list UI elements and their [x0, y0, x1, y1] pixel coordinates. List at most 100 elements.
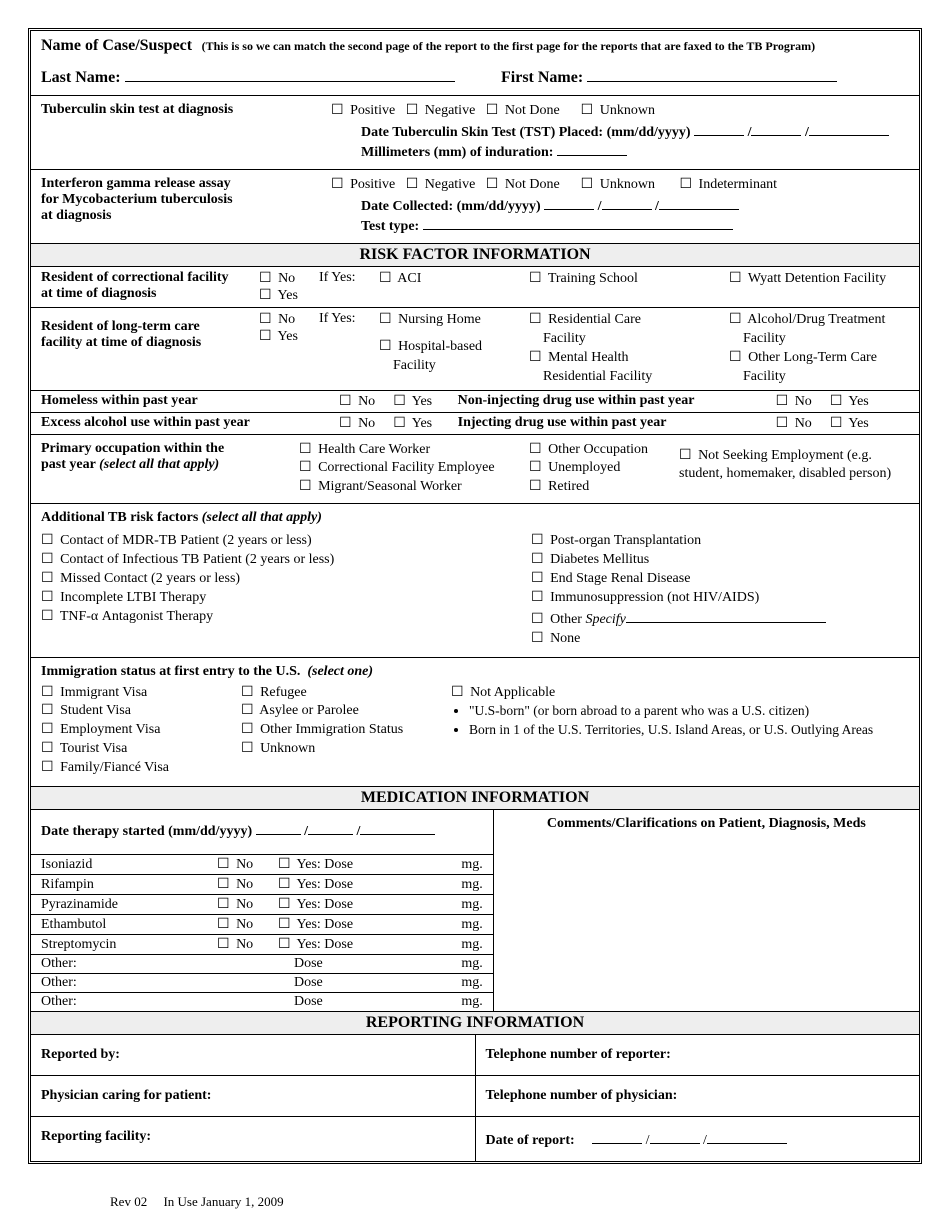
inject-yes[interactable]: ☐	[830, 415, 843, 432]
tst-positive[interactable]: ☐	[331, 102, 344, 119]
report-date-d[interactable]	[650, 1129, 700, 1144]
imm-family[interactable]: ☐	[41, 759, 54, 778]
last-name-label: Last Name:	[41, 69, 121, 86]
occ-unemployed[interactable]: ☐	[529, 459, 542, 478]
alcohol-row: Excess alcohol use within past year ☐ No…	[31, 413, 919, 435]
rif-yes[interactable]: ☐	[278, 876, 291, 893]
rf-immuno[interactable]: ☐	[531, 589, 544, 608]
corr-wyatt[interactable]: ☐	[729, 270, 742, 287]
str-yes[interactable]: ☐	[278, 936, 291, 953]
imm-na[interactable]: ☐	[451, 684, 464, 703]
imm-student[interactable]: ☐	[41, 702, 54, 721]
igra-positive[interactable]: ☐	[331, 176, 344, 193]
med-header: MEDICATION INFORMATION	[31, 786, 919, 810]
alcohol-no[interactable]: ☐	[339, 415, 352, 432]
rf-other[interactable]: ☐	[531, 611, 544, 630]
tst-negative[interactable]: ☐	[406, 102, 419, 119]
iso-yes[interactable]: ☐	[278, 856, 291, 873]
rf-none[interactable]: ☐	[531, 630, 544, 649]
first-name-input[interactable]	[587, 65, 837, 82]
last-name-input[interactable]	[125, 65, 455, 82]
tst-date-m[interactable]	[694, 121, 744, 136]
med-date-m[interactable]	[256, 820, 301, 835]
str-no[interactable]: ☐	[217, 936, 230, 953]
eth-no[interactable]: ☐	[217, 916, 230, 933]
occupation-section: Primary occupation within the past year …	[31, 435, 919, 505]
corr-yes[interactable]: ☐	[259, 287, 272, 304]
rf-diabetes[interactable]: ☐	[531, 551, 544, 570]
tst-mm-input[interactable]	[557, 141, 627, 156]
occ-notseeking[interactable]: ☐	[679, 447, 692, 466]
corr-no[interactable]: ☐	[259, 270, 272, 287]
rep-row-1: Reported by: Telephone number of reporte…	[31, 1035, 919, 1076]
imm-employment[interactable]: ☐	[41, 721, 54, 740]
alcohol-yes[interactable]: ☐	[393, 415, 406, 432]
rf-tnf[interactable]: ☐	[41, 608, 54, 627]
case-title: Name of Case/Suspect	[41, 37, 192, 54]
rf-transplant[interactable]: ☐	[531, 532, 544, 551]
occ-corr[interactable]: ☐	[299, 459, 312, 478]
rf-mdr[interactable]: ☐	[41, 532, 54, 551]
igra-section: Interferon gamma release assay for Mycob…	[31, 170, 919, 243]
igra-unknown[interactable]: ☐	[581, 176, 594, 193]
rf-renal[interactable]: ☐	[531, 570, 544, 589]
footer: Rev 02 In Use January 1, 2009	[110, 1194, 284, 1210]
report-date-y[interactable]	[707, 1129, 787, 1144]
imm-other[interactable]: ☐	[241, 721, 254, 740]
form-container: Name of Case/Suspect (This is so we can …	[28, 28, 922, 1164]
noninject-no[interactable]: ☐	[776, 393, 789, 410]
igra-negative[interactable]: ☐	[406, 176, 419, 193]
homeless-no[interactable]: ☐	[339, 393, 352, 410]
header-section: Name of Case/Suspect (This is so we can …	[31, 31, 919, 96]
med-date-d[interactable]	[308, 820, 353, 835]
rf-other-input[interactable]	[626, 608, 826, 623]
corr-training[interactable]: ☐	[529, 270, 542, 287]
imm-immigrant[interactable]: ☐	[41, 684, 54, 703]
pyr-yes[interactable]: ☐	[278, 896, 291, 913]
ltc-yes[interactable]: ☐	[259, 328, 272, 345]
tst-date-d[interactable]	[751, 121, 801, 136]
igra-indeterminant[interactable]: ☐	[679, 176, 692, 193]
occ-migrant[interactable]: ☐	[299, 478, 312, 497]
occ-other[interactable]: ☐	[529, 441, 542, 460]
imm-tourist[interactable]: ☐	[41, 740, 54, 759]
inject-no[interactable]: ☐	[776, 415, 789, 432]
corr-aci[interactable]: ☐	[379, 270, 392, 287]
rf-infectious[interactable]: ☐	[41, 551, 54, 570]
imm-asylee[interactable]: ☐	[241, 702, 254, 721]
tst-notdone[interactable]: ☐	[486, 102, 499, 119]
occ-retired[interactable]: ☐	[529, 478, 542, 497]
med-table: Isoniazid☐ No☐ Yes: Dosemg. Rifampin☐ No…	[31, 854, 493, 1011]
tst-date-y[interactable]	[809, 121, 889, 136]
imm-refugee[interactable]: ☐	[241, 684, 254, 703]
ltc-other[interactable]: ☐	[729, 349, 742, 368]
igra-type-input[interactable]	[423, 215, 733, 230]
report-date-m[interactable]	[592, 1129, 642, 1144]
rf-missed[interactable]: ☐	[41, 570, 54, 589]
noninject-yes[interactable]: ☐	[830, 393, 843, 410]
igra-date-m[interactable]	[544, 195, 594, 210]
additional-risk-section: Additional TB risk factors (select all t…	[31, 504, 919, 657]
rf-ltbi[interactable]: ☐	[41, 589, 54, 608]
med-date-y[interactable]	[360, 820, 435, 835]
ltc-no[interactable]: ☐	[259, 311, 272, 328]
igra-date-y[interactable]	[659, 195, 739, 210]
igra-notdone[interactable]: ☐	[486, 176, 499, 193]
risk-header: RISK FACTOR INFORMATION	[31, 243, 919, 267]
rif-no[interactable]: ☐	[217, 876, 230, 893]
ltc-nursing[interactable]: ☐	[379, 311, 392, 330]
ltc-hospital[interactable]: ☐	[379, 338, 392, 357]
ltc-mental[interactable]: ☐	[529, 349, 542, 368]
tst-unknown[interactable]: ☐	[581, 102, 594, 119]
imm-unknown[interactable]: ☐	[241, 740, 254, 759]
homeless-row: Homeless within past year ☐ No ☐ Yes Non…	[31, 391, 919, 413]
ltc-alcohol[interactable]: ☐	[729, 311, 742, 330]
reporting-header: REPORTING INFORMATION	[31, 1011, 919, 1035]
occ-hcw[interactable]: ☐	[299, 441, 312, 460]
iso-no[interactable]: ☐	[217, 856, 230, 873]
pyr-no[interactable]: ☐	[217, 896, 230, 913]
eth-yes[interactable]: ☐	[278, 916, 291, 933]
igra-date-d[interactable]	[602, 195, 652, 210]
ltc-residential[interactable]: ☐	[529, 311, 542, 330]
homeless-yes[interactable]: ☐	[393, 393, 406, 410]
